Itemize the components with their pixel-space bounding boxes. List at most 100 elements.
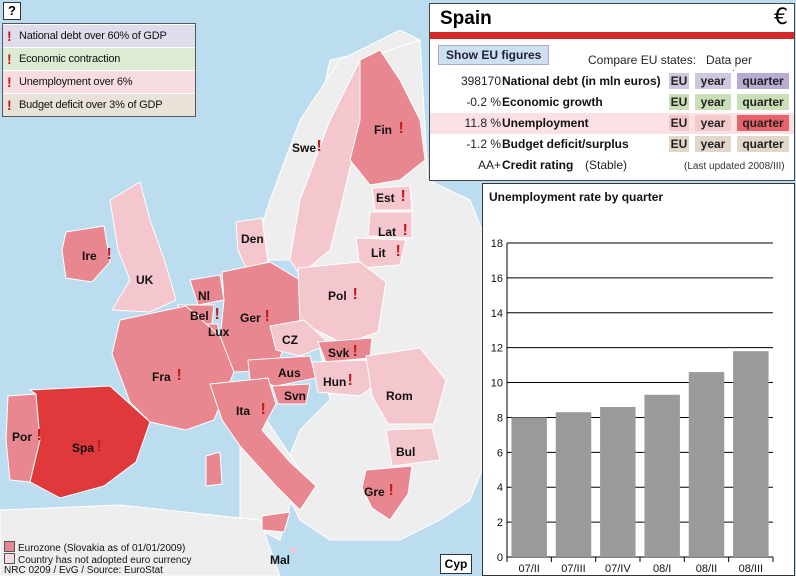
country-svn[interactable]: [271, 383, 311, 405]
map-label-fin[interactable]: Fin: [374, 123, 392, 137]
year-button[interactable]: year: [695, 73, 731, 89]
eurozone-label: Eurozone (Slovakia as of 01/01/2009): [18, 543, 186, 554]
indicator-label: Budget deficit/surplus: [502, 137, 629, 151]
legend-label: Economic contraction: [19, 53, 121, 65]
country-ire[interactable]: [61, 225, 111, 283]
y-tick-label: 14: [491, 308, 503, 320]
y-tick-label: 10: [491, 378, 503, 390]
map-label-spa[interactable]: Spa: [72, 441, 94, 455]
rating-value: AA+: [477, 158, 501, 172]
country-bul[interactable]: [385, 427, 441, 467]
warning-icon: !: [353, 343, 358, 360]
warning-icon: !: [7, 51, 12, 67]
warning-icon: !: [7, 97, 12, 113]
country-uk[interactable]: [109, 181, 177, 313]
eu-compare-button[interactable]: EU: [669, 94, 689, 110]
warning-icon: !: [399, 120, 404, 137]
rating-label: Credit rating: [502, 158, 574, 172]
y-tick-label: 18: [491, 238, 503, 250]
help-button[interactable]: ?: [3, 2, 21, 20]
country-lit[interactable]: [355, 237, 407, 269]
quarter-button[interactable]: quarter: [737, 136, 789, 152]
indicator-value: 398170: [460, 74, 501, 88]
country-gre[interactable]: [361, 465, 413, 521]
source-note: NRC 0209 / EvG / Source: EuroStat: [4, 565, 163, 576]
warning-icon: !: [215, 306, 220, 323]
bar-08/III: [733, 351, 769, 557]
country-ita[interactable]: [209, 377, 317, 511]
map-label-ire[interactable]: Ire: [82, 249, 97, 263]
x-tick-label: 07/IV: [605, 563, 631, 575]
map-label-est[interactable]: Est: [376, 191, 395, 205]
map-label-bel[interactable]: Bel: [190, 309, 209, 323]
nonadopt-swatch: [4, 553, 15, 564]
map-label-rom[interactable]: Rom: [386, 389, 413, 403]
warning-icon: !: [7, 28, 12, 44]
cyprus-inset[interactable]: Cyp: [440, 554, 472, 574]
indicator-value: 11.8 %: [464, 116, 501, 130]
eurozone-swatch: [4, 541, 15, 552]
warning-icon: !: [317, 138, 322, 155]
footer-eurozone: Eurozone (Slovakia as of 01/01/2009): [4, 541, 185, 554]
map-label-pol[interactable]: Pol: [328, 289, 347, 303]
quarter-button[interactable]: quarter: [737, 115, 789, 131]
legend-contraction: ! Economic contraction: [3, 47, 195, 70]
country-spa[interactable]: [28, 385, 151, 499]
year-button[interactable]: year: [695, 115, 731, 131]
unemployment-chart: 0 2 4 6 8 10 12 14 16 18 07/II 07/III 07/IV 08/I 08/II…: [491, 238, 774, 575]
map-label-por[interactable]: Por: [12, 430, 32, 444]
y-tick-label: 6: [497, 447, 503, 459]
country-est[interactable]: [371, 185, 413, 211]
quarter-button[interactable]: quarter: [737, 94, 789, 110]
show-eu-figures-button[interactable]: Show EU figures: [438, 45, 550, 65]
year-button[interactable]: year: [695, 94, 731, 110]
map-label-lat[interactable]: Lat: [378, 225, 396, 239]
rating-status: (Stable): [585, 158, 628, 172]
indicator-row: -0.2 % Economic growth EU year quarter: [430, 92, 794, 113]
warning-icon: !: [396, 243, 401, 260]
map-label-aus[interactable]: Aus: [278, 366, 301, 380]
map-label-ita[interactable]: Ita: [236, 404, 250, 418]
eu-compare-button[interactable]: EU: [669, 136, 689, 152]
map-label-mal[interactable]: Mal: [270, 553, 290, 567]
map-label-hun[interactable]: Hun: [323, 375, 346, 389]
euro-icon: €: [774, 5, 788, 30]
warning-icon: !: [261, 401, 266, 418]
chart-title: Unemployment rate by quarter: [489, 190, 664, 204]
country-cz[interactable]: [269, 319, 331, 357]
y-tick-label: 8: [497, 412, 503, 424]
eu-compare-button[interactable]: EU: [669, 73, 689, 89]
country-title: Spain: [440, 8, 492, 29]
map-label-bul[interactable]: Bul: [396, 445, 415, 459]
map-label-svk[interactable]: Svk: [328, 346, 350, 360]
map-label-fra[interactable]: Fra: [152, 370, 171, 384]
country-fra[interactable]: [111, 305, 235, 431]
map-label-lux[interactable]: Lux: [208, 325, 230, 339]
indicator-label: National debt (in mln euros): [502, 74, 661, 88]
country-fin[interactable]: [349, 49, 426, 186]
map-label-ger[interactable]: Ger: [240, 311, 261, 325]
map-label-cz[interactable]: CZ: [282, 333, 298, 347]
compare-header: Compare EU states:: [588, 53, 697, 67]
legend-debt: ! National debt over 60% of GDP: [3, 24, 195, 47]
country-lat[interactable]: [367, 211, 413, 239]
indicator-value: -1.2 %: [466, 137, 501, 151]
y-tick-label: 4: [497, 482, 503, 494]
map-label-lit[interactable]: Lit: [371, 246, 386, 260]
map-label-uk[interactable]: UK: [136, 273, 154, 287]
bar-07/II: [511, 417, 547, 557]
map-label-den[interactable]: Den: [241, 232, 264, 246]
year-button[interactable]: year: [695, 136, 731, 152]
quarter-button[interactable]: quarter: [737, 73, 789, 89]
map-label-svn[interactable]: Svn: [284, 389, 306, 403]
map-label-nl[interactable]: Nl: [198, 289, 210, 303]
map-label-gre[interactable]: Gre: [364, 485, 385, 499]
map-label-swe[interactable]: Swe: [292, 141, 316, 155]
country-rom[interactable]: [365, 347, 447, 425]
legend-deficit: ! Budget deficit over 3% of GDP: [3, 93, 195, 116]
eu-compare-button[interactable]: EU: [669, 115, 689, 131]
warning-icon: !: [177, 367, 182, 384]
last-updated: (Last updated 2008/III): [684, 161, 785, 172]
indicator-row: 398170 National debt (in mln euros) EU year…: [430, 71, 794, 92]
title-rule: [430, 32, 794, 39]
